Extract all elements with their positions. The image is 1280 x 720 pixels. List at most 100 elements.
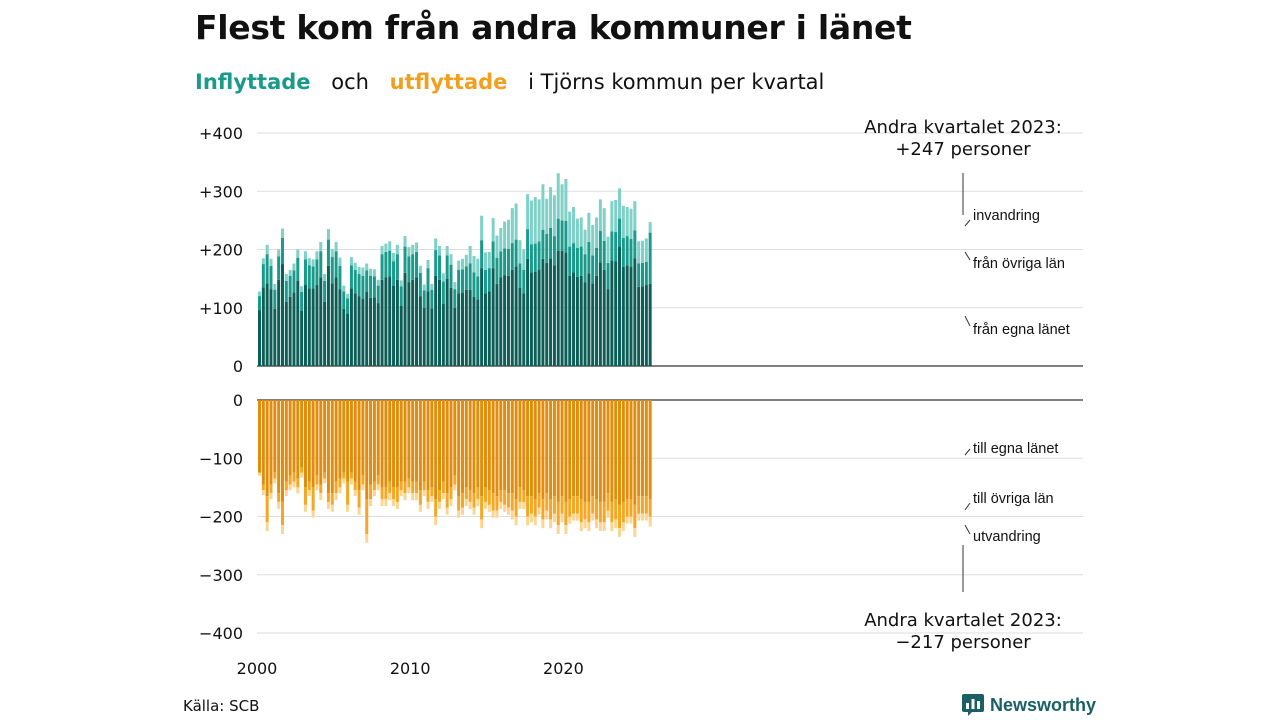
bar-in-immigration	[579, 217, 583, 247]
bar-out-own-county	[426, 400, 430, 491]
bar-in-immigration	[288, 269, 292, 276]
bar-out-emigration	[441, 493, 445, 500]
bar-out-other-counties	[449, 487, 453, 500]
bar-out-other-counties	[457, 496, 461, 511]
y-axis-ticks: 0 +100 +200 +300 +400 0 −100 −200 −300 −400	[199, 124, 243, 643]
bar-out-own-county	[457, 400, 461, 497]
bar-in-immigration	[261, 258, 265, 265]
bar-out-other-counties	[311, 487, 315, 511]
bar-in-other-counties	[403, 246, 407, 273]
bar-in-immigration	[552, 195, 556, 237]
bar-out-other-counties	[323, 472, 327, 479]
bar-out-own-county	[510, 400, 514, 494]
bar-in-immigration	[564, 179, 568, 221]
bar-out-other-counties	[483, 487, 487, 502]
bar-out-emigration	[403, 493, 407, 501]
bar-out-other-counties	[265, 496, 269, 523]
bar-out-emigration	[422, 490, 426, 497]
bar-out-other-counties	[533, 499, 537, 517]
bar-out-emigration	[280, 525, 284, 534]
bar-in-own-county	[353, 293, 357, 366]
bar-out-own-county	[549, 400, 553, 500]
bar-in-own-county	[614, 261, 618, 366]
bar-in-immigration	[637, 241, 641, 264]
bar-in-other-counties	[434, 250, 438, 276]
bar-in-own-county	[342, 308, 346, 366]
bar-out-own-county	[579, 400, 583, 500]
bar-out-emigration	[621, 522, 625, 532]
bar-in-immigration	[648, 222, 652, 233]
bar-out-emigration	[641, 513, 644, 521]
bar-out-other-counties	[526, 496, 530, 517]
bar-in-immigration	[572, 206, 576, 244]
newsworthy-icon	[962, 694, 984, 716]
bar-in-own-county	[388, 276, 392, 366]
bar-out-emigration	[568, 516, 572, 524]
bar-in-immigration	[269, 258, 273, 266]
bar-in-own-county	[296, 280, 300, 366]
bar-in-other-counties	[606, 262, 610, 290]
leader-egna-out	[964, 448, 971, 456]
bar-out-emigration	[606, 510, 610, 518]
bar-out-other-counties	[610, 501, 614, 523]
bar-out-other-counties	[545, 493, 549, 511]
bar-out-other-counties	[591, 496, 595, 514]
outflow-bars	[258, 400, 652, 543]
bar-in-other-counties	[552, 236, 556, 266]
bottom-annotation-line1: Andra kvartalet 2023:	[864, 610, 1062, 631]
bar-out-emigration	[307, 490, 311, 497]
y-tick-label: +400	[199, 124, 243, 143]
brand-logo: Newsworthy	[962, 694, 1096, 716]
bar-out-other-counties	[307, 481, 311, 491]
bar-in-other-counties	[296, 257, 300, 281]
bar-in-immigration	[514, 203, 518, 240]
bar-in-immigration	[292, 263, 296, 271]
bar-in-immigration	[434, 238, 438, 251]
bar-out-emigration	[625, 516, 629, 524]
bar-in-immigration	[438, 246, 442, 256]
bar-out-other-counties	[445, 493, 449, 508]
bar-in-other-counties	[284, 280, 288, 302]
bar-in-other-counties	[598, 230, 602, 263]
bar-out-emigration	[269, 493, 273, 500]
bar-in-own-county	[591, 283, 595, 366]
bar-out-other-counties	[261, 484, 265, 491]
label-utvandring: utvandring	[973, 529, 1041, 545]
bar-out-emigration	[503, 504, 507, 512]
bar-in-other-counties	[595, 247, 599, 276]
bar-in-other-counties	[438, 255, 442, 280]
leader-ovriga-out	[964, 502, 971, 511]
bar-in-immigration	[510, 208, 514, 244]
leader-utvandring	[964, 524, 971, 535]
bar-in-own-county	[441, 303, 445, 366]
bar-in-immigration	[315, 251, 319, 260]
bar-out-other-counties	[388, 481, 392, 494]
bar-in-own-county	[338, 289, 342, 366]
bar-out-own-county	[307, 400, 311, 482]
bar-in-other-counties	[541, 229, 545, 259]
bar-out-emigration	[395, 501, 399, 509]
bar-out-emigration	[483, 501, 487, 509]
bar-out-emigration	[372, 490, 376, 497]
bar-out-own-county	[564, 400, 568, 502]
bar-in-immigration	[449, 254, 453, 265]
bar-in-immigration	[395, 244, 399, 255]
bar-out-emigration	[438, 501, 442, 509]
bar-in-immigration	[346, 293, 350, 299]
bar-in-immigration	[388, 241, 392, 251]
bar-in-other-counties	[526, 229, 530, 259]
bar-out-own-county	[476, 400, 480, 488]
bar-in-other-counties	[399, 286, 403, 307]
bar-in-own-county	[480, 268, 484, 366]
y-tick-label: −200	[199, 508, 243, 527]
bar-in-other-counties	[411, 254, 415, 280]
bar-out-own-county	[292, 400, 296, 473]
bar-in-own-county	[644, 285, 648, 366]
bar-out-own-county	[641, 400, 644, 497]
bar-in-own-county	[572, 272, 576, 366]
bar-out-emigration	[258, 472, 261, 476]
subtitle-utflyttade: utflyttade	[389, 70, 508, 94]
bar-out-emigration	[411, 493, 415, 501]
bar-out-emigration	[326, 501, 330, 509]
bar-out-own-county	[258, 400, 261, 473]
